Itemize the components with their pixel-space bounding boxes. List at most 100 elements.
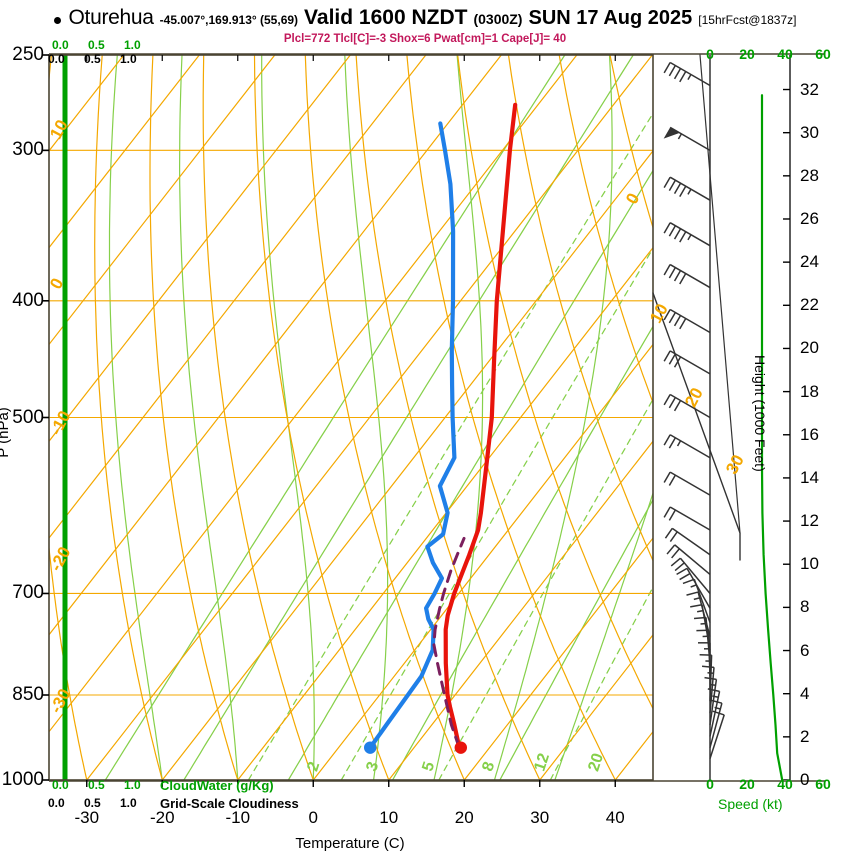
wind-barb (682, 578, 711, 623)
trace-temperature (443, 102, 518, 750)
cloudwater-tick-bottom-1: 0.5 (88, 778, 105, 792)
wind-barb (663, 350, 711, 375)
cloudiness-tick-top-0: 0.0 (48, 52, 65, 66)
temperature-tick-20: 20 (454, 808, 474, 827)
wind-barb (664, 527, 711, 556)
trace-parcel-path (432, 536, 466, 750)
height-tick-24: 24 (800, 252, 819, 272)
height-tick-4: 4 (800, 683, 810, 703)
temperature-tick-30: 30 (530, 808, 550, 827)
cloudiness-tick-top-1: 0.5 (84, 52, 101, 66)
height-profile (760, 55, 791, 780)
cloudiness-axis-label: Grid-Scale Cloudiness (160, 796, 299, 811)
temperature-tick-0: 0 (308, 808, 318, 827)
pressure-tick-700: 700 (12, 582, 44, 604)
height-tick-6: 6 (800, 640, 810, 660)
speed-axis-label: Speed (kt) (718, 796, 783, 812)
height-axis-label: Height (1000 Feet) (752, 355, 768, 472)
wind-barb (663, 506, 711, 531)
wind-barb (663, 471, 711, 496)
height-tick-2: 2 (800, 726, 810, 746)
sounding-traces (364, 102, 518, 754)
wind-barb (663, 176, 711, 201)
cloudiness-tick-bottom-2: 1.0 (120, 796, 137, 810)
wind-barb (676, 567, 711, 609)
surface-dewpoint (364, 741, 377, 754)
wind-barb (663, 308, 711, 334)
speed-tick-top-0: 0 (706, 46, 714, 62)
wind-barb (696, 629, 711, 677)
cloudwater-tick-top-2: 1.0 (124, 38, 141, 52)
valid-time-utc: (0300Z) (473, 11, 523, 27)
wind-barb (707, 688, 721, 737)
wind-barb (704, 676, 718, 726)
cloudwater-tick-top-1: 0.5 (88, 38, 105, 52)
speed-tick-bottom-60: 60 (815, 776, 831, 792)
header: Oturehua -45.007°,169.913° (55,69) Valid… (0, 6, 850, 34)
height-tick-8: 8 (800, 597, 810, 617)
pressure-axis-label: P (hPa) (0, 407, 12, 458)
cloudwater-tick-top-0: 0.0 (52, 38, 69, 52)
dry-adiabat-lines (49, 55, 653, 780)
height-tick-30: 30 (800, 122, 819, 142)
pressure-tick-850: 850 (12, 684, 44, 705)
plot-frame (42, 53, 825, 787)
pressure-tick-300: 300 (12, 139, 44, 161)
height-tick-20: 20 (800, 338, 819, 358)
station-dot-icon (53, 17, 61, 24)
wind-barb (663, 222, 711, 247)
pressure-tick-500: 500 (12, 406, 44, 428)
speed-tick-top-20: 20 (739, 46, 755, 62)
pressure-tick-250: 250 (12, 44, 44, 65)
temperature-tick--10: -10 (225, 808, 251, 827)
height-tick-14: 14 (800, 467, 819, 487)
cloudiness-tick-top-2: 1.0 (120, 52, 137, 66)
cloudwater-tick-bottom-2: 1.0 (124, 778, 141, 792)
height-tick-0: 0 (800, 770, 810, 789)
trace-dewpoint (368, 121, 457, 750)
cloudwater-tick-bottom-0: 0.0 (52, 778, 69, 792)
wind-barb (663, 434, 711, 459)
valid-time: Valid 1600 NZDT (304, 6, 468, 29)
temperature-axis-label: Temperature (C) (295, 835, 405, 852)
isobar-lines (49, 54, 653, 781)
surface-temperature (454, 741, 468, 754)
height-tick-26: 26 (800, 208, 819, 228)
speed-tick-bottom-40: 40 (777, 776, 793, 792)
speed-tick-top-40: 40 (777, 46, 793, 62)
temperature-tick--20: -20 (149, 808, 175, 827)
pressure-tick-400: 400 (12, 289, 44, 311)
forecast-hour: [15hrFcst@1837z] (698, 13, 797, 27)
height-tick-10: 10 (800, 554, 819, 574)
wind-barb (663, 393, 711, 419)
wind-barb (663, 61, 711, 87)
cloudiness-tick-bottom-1: 0.5 (84, 796, 101, 810)
speed-tick-bottom-0: 0 (706, 776, 714, 792)
wind-barb (670, 557, 711, 594)
wind-barb-column (663, 55, 725, 780)
speed-tick-bottom-20: 20 (739, 776, 755, 792)
wind-barb (666, 544, 711, 576)
wind-barb (663, 263, 711, 289)
station-coordinates: -45.007°,169.913° (55,69) (159, 13, 299, 27)
cloudwater-axis-label: CloudWater (g/Kg) (160, 778, 274, 793)
height-tick-12: 12 (800, 511, 819, 531)
height-tick-32: 32 (800, 79, 819, 99)
height-tick-22: 22 (800, 295, 819, 315)
temperature-tick-40: 40 (605, 808, 625, 827)
title-row: Oturehua -45.007°,169.913° (55,69) Valid… (0, 6, 850, 30)
pressure-tick-1000: 1000 (1, 769, 44, 790)
cloudiness-tick-bottom-0: 0.0 (48, 796, 65, 810)
height-tick-16: 16 (800, 424, 819, 444)
valid-date: SUN 17 Aug 2025 (528, 7, 693, 29)
temperature-tick-10: 10 (379, 808, 399, 827)
height-tick-18: 18 (800, 381, 819, 401)
sounding-indices: Plcl=772 Tlcl[C]=-3 Shox=6 Pwat[cm]=1 Ca… (283, 33, 567, 45)
station-name: Oturehua (68, 6, 154, 29)
wind-barb (663, 126, 711, 151)
wind-barb (693, 616, 711, 664)
temperature-tick--30: -30 (74, 808, 100, 827)
speed-tick-top-60: 60 (815, 46, 831, 62)
wind-barb (709, 710, 725, 759)
